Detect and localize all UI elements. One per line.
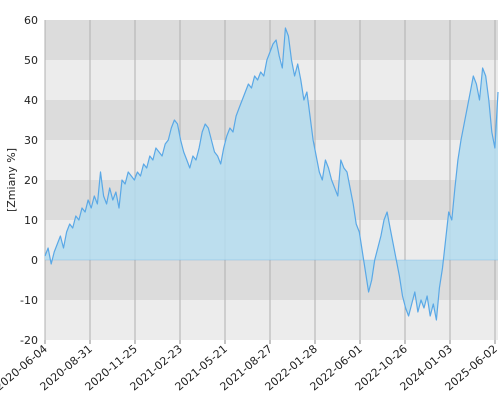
plot-band (45, 300, 498, 340)
series-layer (44, 27, 499, 321)
y-tick-label: 10 (24, 214, 38, 227)
series-area (45, 28, 498, 320)
y-tick-label: 60 (24, 14, 38, 27)
y-tick-label: -20 (20, 334, 38, 347)
y-tick-label: -10 (20, 294, 38, 307)
y-tick-label: 20 (24, 174, 38, 187)
series-line (44, 27, 499, 321)
y-tick-label: 50 (24, 54, 38, 67)
x-axis-ticks: 2020-06-042020-08-312020-11-252021-02-23… (0, 340, 500, 393)
y-axis-ticks: -20 -10 0 10 20 30 40 50 60 (20, 14, 38, 347)
y-axis-label: [Zmiany %] (5, 148, 18, 212)
y-tick-label: 40 (24, 94, 38, 107)
y-tick-label: 30 (24, 134, 38, 147)
y-tick-label: 0 (31, 254, 38, 267)
